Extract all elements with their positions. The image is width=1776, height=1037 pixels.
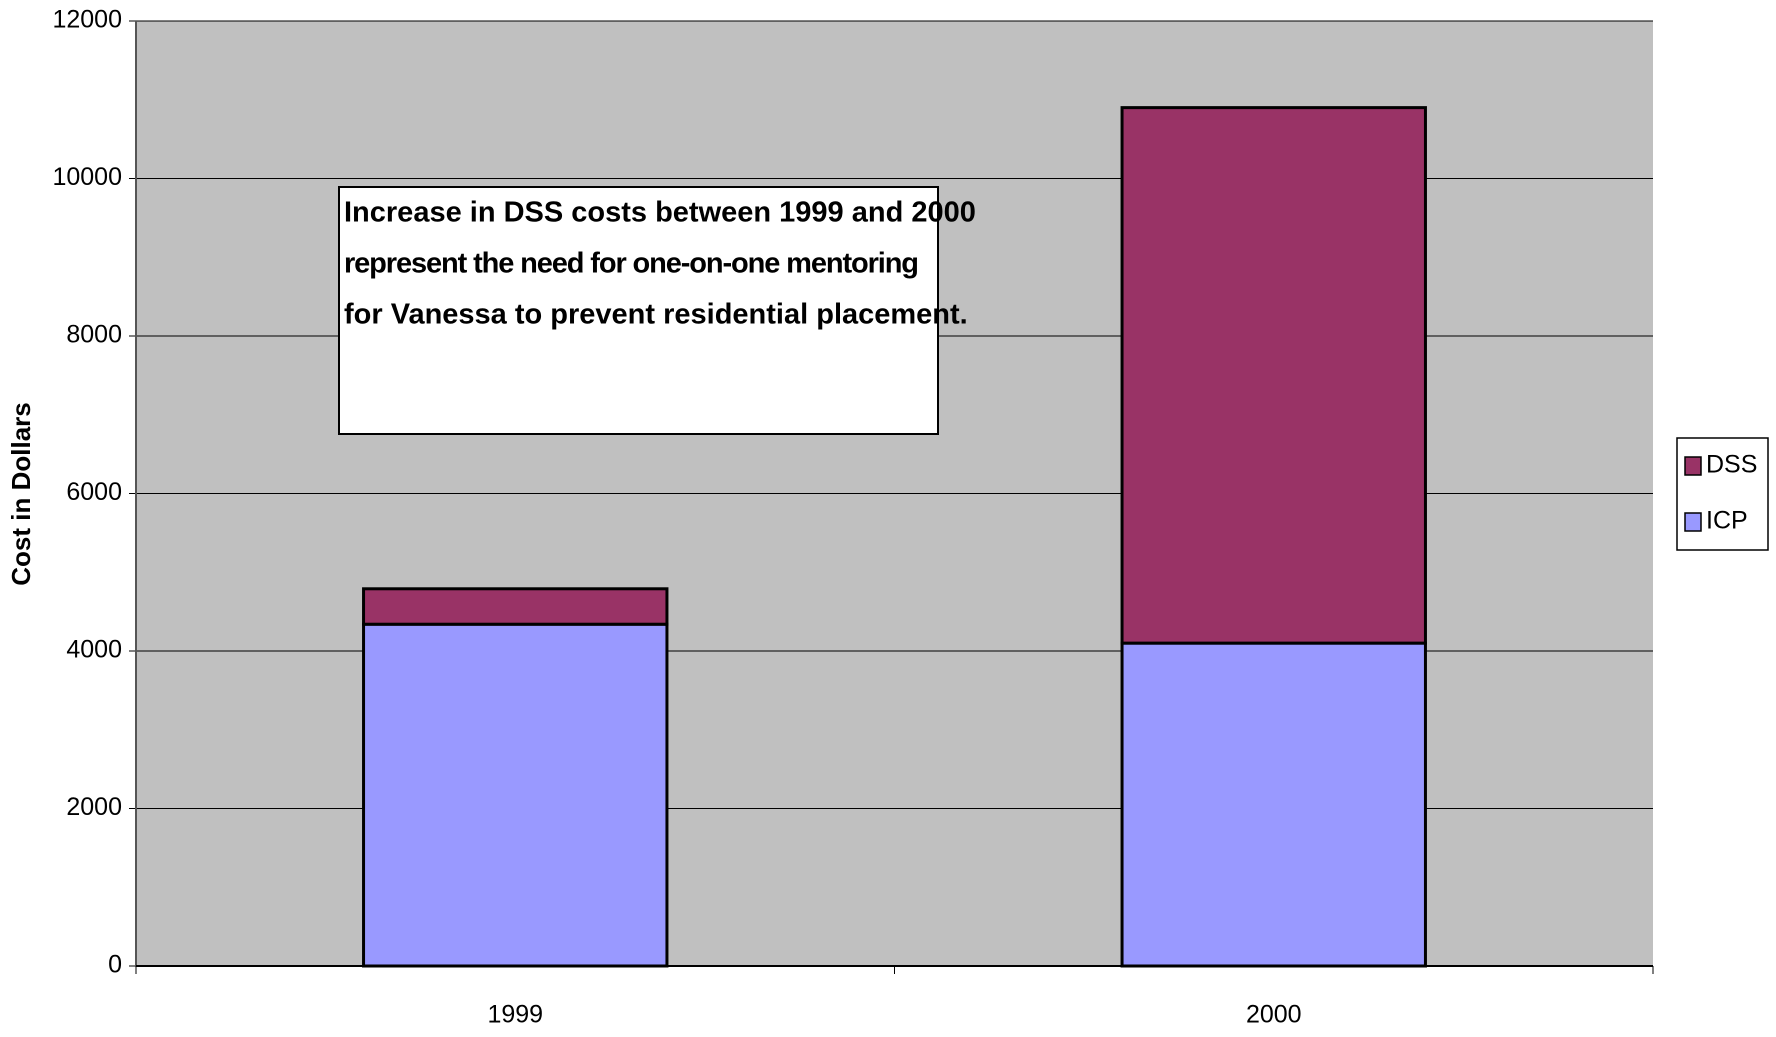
bar-segment (362, 587, 669, 626)
bar-segment (1120, 106, 1427, 645)
x-tick-label: 1999 (487, 1001, 543, 1029)
annotation-line: for Vanessa to prevent residential place… (344, 299, 968, 331)
y-tick-label: 6000 (66, 478, 122, 506)
y-tick-label: 10000 (52, 163, 122, 191)
legend-swatch (1684, 512, 1702, 532)
annotation-line: Increase in DSS costs between 1999 and 2… (344, 197, 976, 229)
y-tick-label: 4000 (66, 636, 122, 664)
legend-label: ICP (1706, 507, 1748, 535)
bar-segment (362, 622, 669, 968)
y-tick-label: 12000 (52, 6, 122, 34)
legend-swatch (1684, 456, 1702, 476)
y-tick-label: 2000 (66, 793, 122, 821)
annotation-box (338, 186, 939, 435)
annotation-line: represent the need for one-on-one mentor… (344, 248, 919, 280)
bar-segment (1120, 641, 1427, 968)
legend-label: DSS (1706, 451, 1757, 479)
y-tick-label: 0 (108, 951, 122, 979)
y-tick-label: 8000 (66, 321, 122, 349)
x-tick-label: 2000 (1246, 1001, 1302, 1029)
y-axis-label: Cost in Dollars (6, 402, 36, 585)
